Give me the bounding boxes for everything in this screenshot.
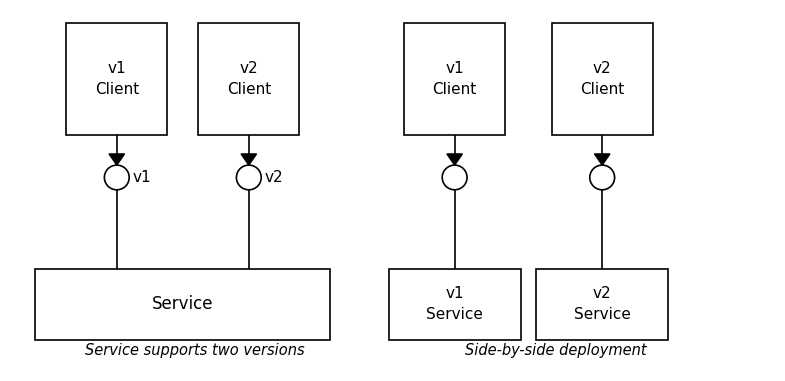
Ellipse shape <box>104 165 130 190</box>
Bar <box>199 23 299 134</box>
Polygon shape <box>594 154 610 165</box>
Bar <box>404 23 505 134</box>
Ellipse shape <box>590 165 615 190</box>
Polygon shape <box>447 154 462 165</box>
Text: v2
Service: v2 Service <box>574 286 630 322</box>
Bar <box>35 269 330 339</box>
Text: v1
Client: v1 Client <box>433 61 476 97</box>
Bar <box>66 23 167 134</box>
Text: v2
Client: v2 Client <box>227 61 271 97</box>
Text: Service: Service <box>152 295 214 313</box>
Text: v1: v1 <box>133 170 151 185</box>
Ellipse shape <box>236 165 261 190</box>
Text: v1
Service: v1 Service <box>426 286 483 322</box>
Bar <box>536 269 668 339</box>
Text: Service supports two versions: Service supports two versions <box>85 343 305 358</box>
Polygon shape <box>241 154 257 165</box>
Text: v1
Client: v1 Client <box>95 61 139 97</box>
Bar <box>552 23 652 134</box>
Bar <box>389 269 520 339</box>
Text: v2: v2 <box>265 170 283 185</box>
Polygon shape <box>109 154 125 165</box>
Ellipse shape <box>442 165 467 190</box>
Text: Side-by-side deployment: Side-by-side deployment <box>465 343 646 358</box>
Text: v2
Client: v2 Client <box>580 61 624 97</box>
